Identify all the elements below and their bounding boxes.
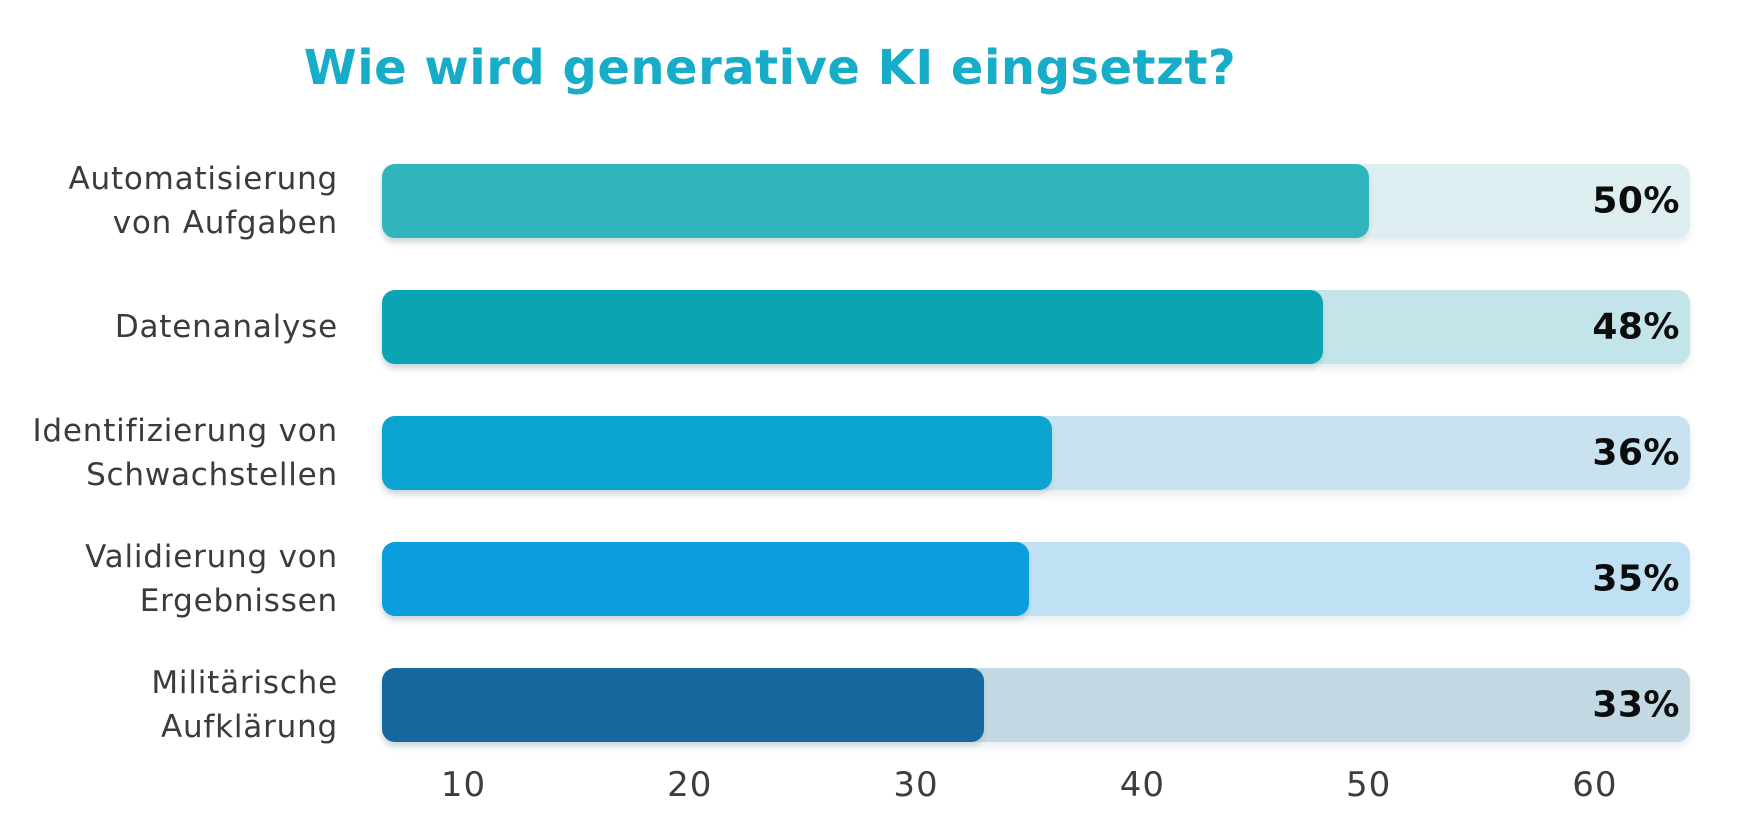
value-label: 36% [1592, 432, 1680, 474]
x-axis-tick: 60 [1572, 765, 1618, 805]
category-label: Automatisierung von Aufgaben [68, 160, 338, 241]
x-axis-tick: 50 [1345, 765, 1392, 805]
chart-row-validierung: Validierung von Ergebnissen 35% [0, 539, 1740, 619]
chart-row-automatisierung: Automatisierung von Aufgaben 50% [0, 161, 1740, 241]
bar-fill [382, 290, 1324, 364]
category-label: Identifizierung von Schwachstellen [32, 412, 338, 493]
x-axis-tick: 20 [667, 765, 713, 805]
value-label: 50% [1592, 180, 1680, 222]
bar-fill [382, 164, 1369, 238]
bar-fill [382, 416, 1052, 490]
chart-row-datenanalyse: Datenanalyse 48% [0, 290, 1740, 364]
chart-row-militaerische: Militärische Aufklärung 33% [0, 665, 1740, 745]
value-label: 33% [1592, 684, 1680, 726]
category-label: Datenanalyse [114, 308, 338, 345]
bar-track: 35% [382, 542, 1690, 616]
x-axis-tick: 40 [1119, 765, 1165, 805]
bar-track: 33% [382, 668, 1690, 742]
bar-track: 36% [382, 416, 1690, 490]
bar-fill [382, 668, 984, 742]
x-axis-tick: 10 [440, 765, 487, 805]
bar-track: 48% [382, 290, 1690, 364]
value-label: 48% [1592, 306, 1680, 348]
chart-title: Wie wird generative KI eingsetzt? [303, 40, 1237, 96]
bar-fill [382, 542, 1030, 616]
category-label: Militärische Aufklärung [151, 664, 338, 745]
bar-track: 50% [382, 164, 1690, 238]
x-axis-tick: 30 [893, 765, 939, 805]
category-label: Validierung von Ergebnissen [85, 538, 338, 619]
value-label: 35% [1592, 558, 1680, 600]
x-axis: 10 20 30 40 50 60 [382, 765, 1690, 815]
chart-row-identifizierung: Identifizierung von Schwachstellen 36% [0, 413, 1740, 493]
